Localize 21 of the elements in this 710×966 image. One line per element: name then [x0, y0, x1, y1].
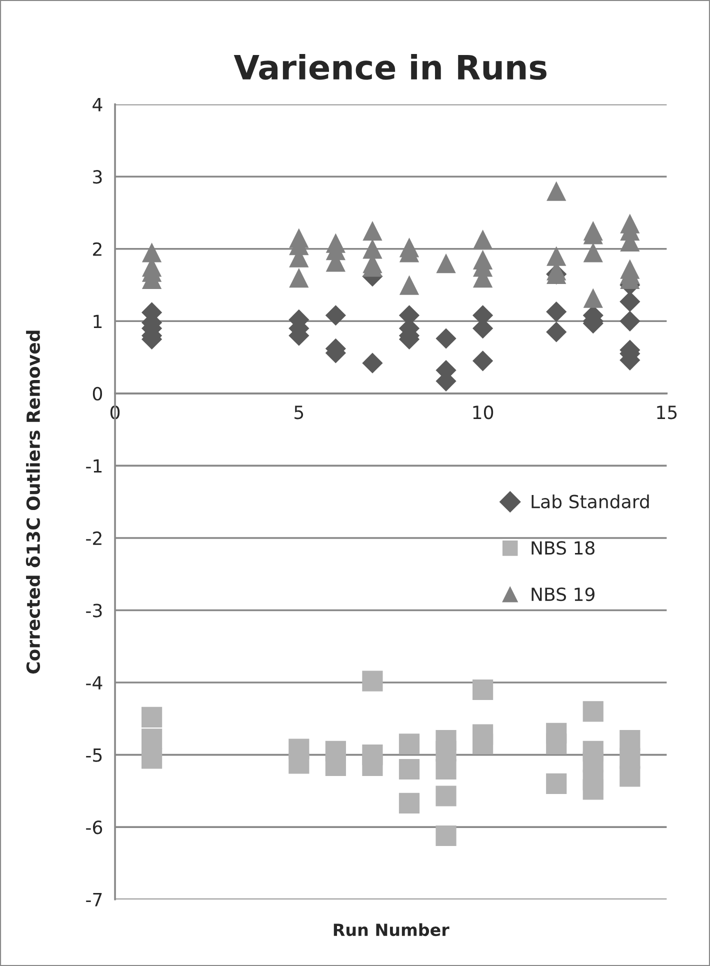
y-tick-label: -2	[86, 531, 102, 545]
x-axis-title: Run Number	[334, 923, 450, 936]
legend-label: NBS 19	[532, 587, 594, 602]
legend-label: NBS 18	[532, 541, 594, 555]
y-tick-label: 0	[92, 386, 102, 401]
y-tick-label: 2	[93, 242, 102, 256]
y-tick-label: -6	[86, 820, 102, 834]
x-tick-label: 15	[657, 406, 677, 420]
y-tick-label: 1	[94, 314, 102, 328]
y-tick-label: 3	[93, 170, 102, 184]
y-tick-label: -3	[86, 604, 102, 618]
y-tick-label: -4	[86, 676, 102, 690]
y-tick-label: -7	[86, 893, 102, 906]
y-tick-label: 4	[92, 98, 102, 112]
x-tick-label: 10	[473, 406, 494, 420]
chart-title: Varience in Runs	[234, 54, 546, 80]
y-tick-label: -1	[86, 459, 102, 473]
legend-label: Lab Standard	[532, 494, 649, 508]
y-axis-title: Corrected δ13C Outliers Removed	[26, 330, 40, 674]
x-tick-label: 5	[294, 406, 304, 420]
y-tick-label: -5	[86, 748, 102, 762]
